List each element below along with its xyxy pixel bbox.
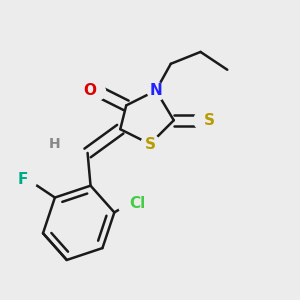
Text: N: N: [150, 83, 162, 98]
Text: H: H: [49, 137, 61, 151]
Text: S: S: [203, 113, 214, 128]
Text: F: F: [18, 172, 28, 187]
Text: Cl: Cl: [129, 196, 146, 211]
Text: S: S: [145, 136, 155, 152]
Text: O: O: [83, 83, 97, 98]
